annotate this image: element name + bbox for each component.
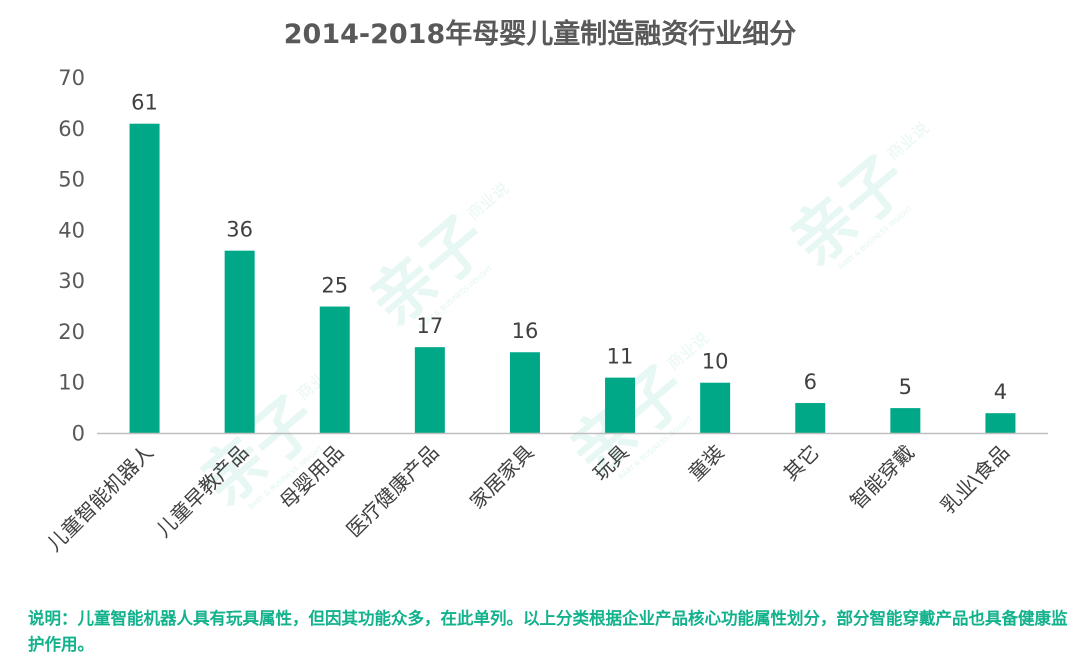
y-axis: 0 10 20 30 40 50 60 70 bbox=[58, 66, 85, 446]
data-label: 17 bbox=[416, 314, 443, 338]
data-label: 36 bbox=[226, 218, 253, 242]
x-tick-label: 智能穿戴 bbox=[845, 440, 919, 514]
x-tick-label: 医疗健康产品 bbox=[342, 440, 444, 542]
y-tick-label: 40 bbox=[58, 218, 85, 242]
data-label: 61 bbox=[131, 91, 158, 115]
y-tick-label: 60 bbox=[58, 117, 85, 141]
bar bbox=[605, 377, 636, 434]
x-tick-label: 乳业\食品 bbox=[936, 440, 1014, 518]
watermark-subtext: 商业说 bbox=[463, 178, 512, 223]
data-label: 11 bbox=[607, 345, 634, 369]
data-labels: 61 36 25 17 16 11 10 6 5 4 bbox=[131, 91, 1007, 404]
data-label: 25 bbox=[321, 274, 348, 298]
bar bbox=[985, 413, 1016, 434]
bar bbox=[890, 408, 921, 434]
data-label: 16 bbox=[512, 319, 539, 343]
data-label: 6 bbox=[804, 370, 817, 394]
y-tick-label: 30 bbox=[58, 269, 85, 293]
bars bbox=[129, 123, 1016, 434]
y-tick-label: 50 bbox=[58, 168, 85, 192]
x-tick-label: 儿童智能机器人 bbox=[42, 440, 158, 556]
bar bbox=[700, 382, 731, 434]
chart-note: 说明：儿童智能机器人具有玩具属性，但因其功能众多，在此单列。以上分类根据企业产品… bbox=[28, 609, 1068, 654]
y-tick-label: 0 bbox=[72, 422, 85, 446]
x-tick-label: 家居家具 bbox=[465, 440, 539, 514]
data-label: 10 bbox=[702, 350, 729, 374]
bar bbox=[319, 306, 350, 434]
y-tick-label: 10 bbox=[58, 371, 85, 395]
data-label: 5 bbox=[899, 375, 912, 399]
bar bbox=[414, 347, 445, 434]
y-tick-label: 20 bbox=[58, 320, 85, 344]
chart-title: 2014-2018年母婴儿童制造融资行业细分 bbox=[283, 19, 797, 50]
bar bbox=[795, 403, 826, 434]
x-tick-label: 其它 bbox=[779, 440, 824, 485]
bar bbox=[224, 250, 255, 434]
data-label: 4 bbox=[994, 380, 1007, 404]
y-tick-label: 70 bbox=[58, 66, 85, 90]
watermark-subtext: 商业说 bbox=[883, 118, 932, 163]
bar bbox=[509, 352, 540, 434]
x-tick-label: 童装 bbox=[683, 440, 728, 485]
bar bbox=[129, 123, 160, 434]
